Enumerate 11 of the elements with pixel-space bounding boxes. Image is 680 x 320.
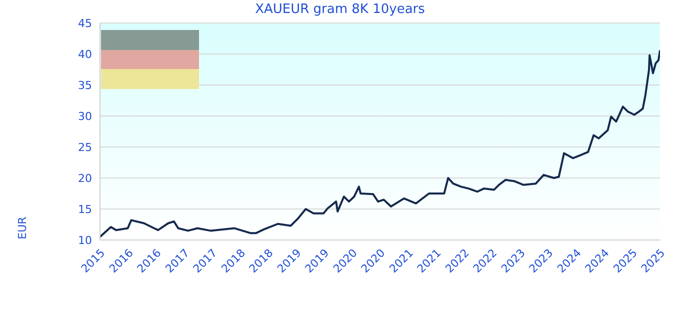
y-tick-label: 40 (78, 48, 92, 61)
y-tick-label: 10 (78, 234, 92, 247)
y-tick-label: 45 (78, 16, 92, 30)
y-tick-label: 20 (78, 172, 92, 185)
line-series (100, 49, 660, 238)
y-tick-label: 15 (78, 202, 92, 216)
y-axis-title: EUR (16, 216, 29, 240)
y-tick-label: 25 (78, 140, 92, 154)
y-tick-label: 35 (78, 78, 92, 92)
chart-title: XAUEUR gram 8K 10years (254, 2, 426, 17)
y-tick-label: 30 (78, 110, 92, 123)
